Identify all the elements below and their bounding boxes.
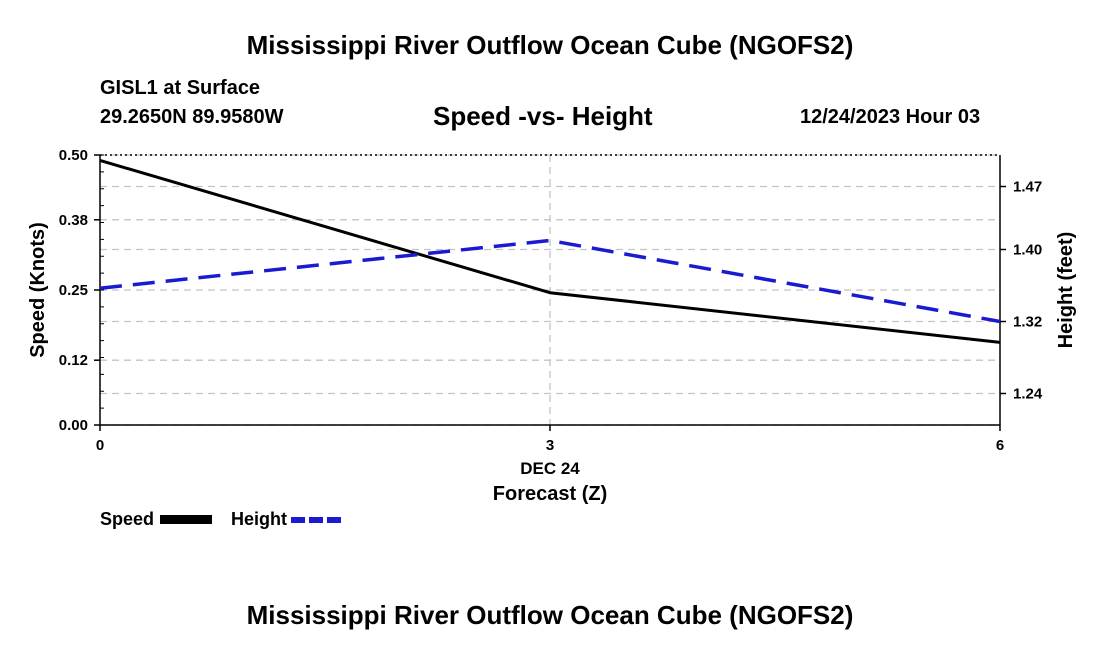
- y-axis-title-left: Speed (Knots): [27, 222, 49, 358]
- y-tick-label-left: 0.00: [59, 417, 88, 434]
- x-tick-label: 0: [96, 437, 104, 454]
- chart-subtitle: Speed -vs- Height: [433, 101, 653, 131]
- y-tick-label-right: 1.24: [1013, 386, 1043, 403]
- y-tick-label-right: 1.32: [1013, 314, 1042, 331]
- legend-speed-swatch: [160, 515, 212, 524]
- station-label: GISL1 at Surface: [100, 77, 261, 99]
- y-tick-label-left: 0.38: [59, 212, 88, 229]
- footer-title: Mississippi River Outflow Ocean Cube (NG…: [246, 600, 854, 630]
- forecast-datetime: 12/24/2023 Hour 03: [800, 106, 981, 128]
- station-coordinates: 29.2650N 89.9580W: [100, 106, 284, 128]
- y-axis-title-right: Height (feet): [1055, 232, 1077, 349]
- y-tick-label-left: 0.25: [59, 282, 88, 299]
- x-tick-label: 6: [996, 437, 1004, 454]
- chart-title: Mississippi River Outflow Ocean Cube (NG…: [246, 30, 854, 60]
- y-tick-label-right: 1.40: [1013, 242, 1042, 259]
- y-tick-label-left: 0.50: [59, 147, 88, 164]
- x-tick-label: 3: [546, 437, 554, 454]
- series-line-speed: [99, 158, 1001, 344]
- legend-speed-label: Speed: [100, 509, 155, 529]
- legend-height-label: Height: [231, 509, 287, 529]
- x-axis-title: Forecast (Z): [493, 483, 607, 505]
- x-date-label: DEC 24: [520, 459, 580, 478]
- series-line-height: [99, 238, 1001, 324]
- y-tick-label-left: 0.12: [59, 352, 88, 369]
- y-tick-label-right: 1.47: [1013, 179, 1042, 196]
